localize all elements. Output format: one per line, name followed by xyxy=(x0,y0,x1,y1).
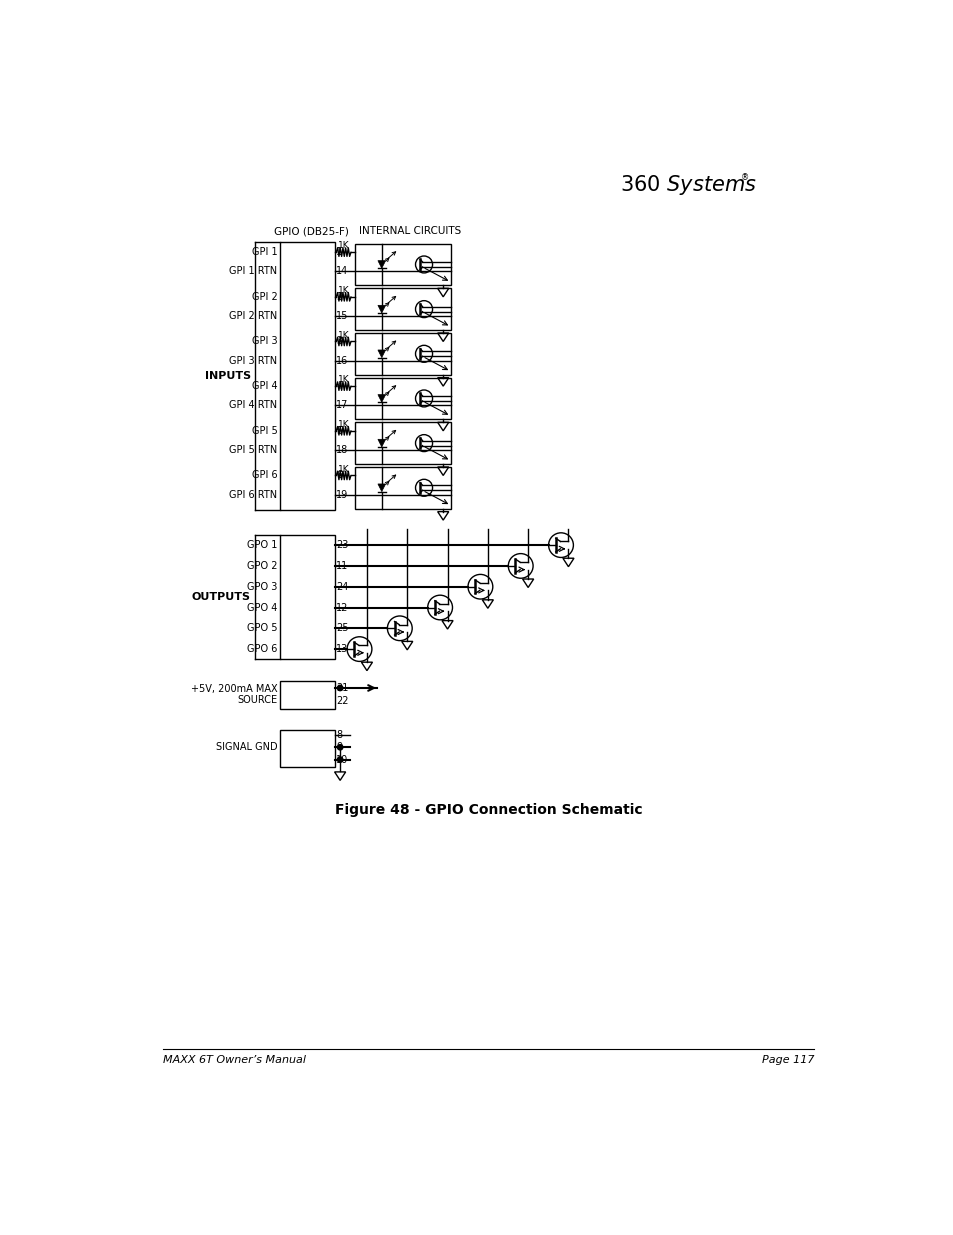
Bar xyxy=(355,333,451,374)
Text: GPO 6: GPO 6 xyxy=(247,645,277,655)
Text: GPO 4: GPO 4 xyxy=(247,603,277,613)
Text: GPI 6: GPI 6 xyxy=(252,471,277,480)
Text: GPO 5: GPO 5 xyxy=(247,624,277,634)
Text: MAXX 6T Owner’s Manual: MAXX 6T Owner’s Manual xyxy=(163,1055,306,1065)
Circle shape xyxy=(337,685,342,690)
Bar xyxy=(280,242,335,510)
Text: GPO 2: GPO 2 xyxy=(247,561,277,571)
Circle shape xyxy=(337,745,342,750)
Text: $\mathit{360\ Systems}$: $\mathit{360\ Systems}$ xyxy=(619,173,757,198)
Text: GPI 1: GPI 1 xyxy=(252,247,277,257)
Text: 4: 4 xyxy=(335,382,342,391)
Text: 1: 1 xyxy=(335,247,342,257)
Text: 9: 9 xyxy=(335,742,342,752)
Polygon shape xyxy=(377,484,385,492)
Text: 22: 22 xyxy=(335,697,349,706)
Text: 24: 24 xyxy=(335,582,348,592)
Text: 14: 14 xyxy=(335,267,348,277)
Text: GPO 1: GPO 1 xyxy=(247,540,277,550)
Text: 17: 17 xyxy=(335,400,348,410)
Bar xyxy=(280,535,335,659)
Text: INPUTS: INPUTS xyxy=(205,372,251,382)
Text: GPI 2: GPI 2 xyxy=(252,291,277,301)
Text: SIGNAL GND: SIGNAL GND xyxy=(215,742,277,752)
Text: 15: 15 xyxy=(335,311,348,321)
Text: GPI 3 RTN: GPI 3 RTN xyxy=(229,356,277,366)
Polygon shape xyxy=(377,350,385,358)
Text: 23: 23 xyxy=(335,540,348,550)
Text: GPI 2 RTN: GPI 2 RTN xyxy=(229,311,277,321)
Bar xyxy=(280,680,335,709)
Text: 8: 8 xyxy=(335,730,342,740)
Text: INTERNAL CIRCUITS: INTERNAL CIRCUITS xyxy=(358,226,460,236)
Text: GPO 3: GPO 3 xyxy=(247,582,277,592)
Text: 1K: 1K xyxy=(337,287,349,295)
Text: 11: 11 xyxy=(335,561,348,571)
Polygon shape xyxy=(377,395,385,403)
Text: GPIO (DB25-F): GPIO (DB25-F) xyxy=(274,226,349,236)
Circle shape xyxy=(337,757,342,762)
Text: 18: 18 xyxy=(335,445,348,454)
Text: 1K: 1K xyxy=(337,420,349,429)
Text: GPI 4: GPI 4 xyxy=(252,382,277,391)
Text: 19: 19 xyxy=(335,490,348,500)
Text: 1K: 1K xyxy=(337,375,349,384)
Text: 1K: 1K xyxy=(337,464,349,474)
Text: 12: 12 xyxy=(335,603,348,613)
Text: 3: 3 xyxy=(335,336,342,347)
Text: OUTPUTS: OUTPUTS xyxy=(192,592,251,603)
Text: 1K: 1K xyxy=(337,331,349,340)
Text: GPI 5: GPI 5 xyxy=(252,426,277,436)
Text: ®: ® xyxy=(740,173,749,182)
Text: GPI 6 RTN: GPI 6 RTN xyxy=(229,490,277,500)
Bar xyxy=(355,288,451,330)
Text: 6: 6 xyxy=(335,471,342,480)
Polygon shape xyxy=(377,261,385,268)
Text: 2: 2 xyxy=(335,291,342,301)
Text: 25: 25 xyxy=(335,624,349,634)
Bar xyxy=(355,467,451,509)
Bar xyxy=(280,730,335,767)
Bar xyxy=(355,378,451,419)
Text: Figure 48 - GPIO Connection Schematic: Figure 48 - GPIO Connection Schematic xyxy=(335,803,642,816)
Text: GPI 5 RTN: GPI 5 RTN xyxy=(229,445,277,454)
Text: +5V, 200mA MAX
SOURCE: +5V, 200mA MAX SOURCE xyxy=(191,684,277,705)
Polygon shape xyxy=(377,305,385,312)
Text: 5: 5 xyxy=(335,426,342,436)
Text: GPI 3: GPI 3 xyxy=(252,336,277,347)
Text: Page 117: Page 117 xyxy=(761,1055,814,1065)
Text: GPI 1 RTN: GPI 1 RTN xyxy=(229,267,277,277)
Bar xyxy=(355,422,451,464)
Text: 1K: 1K xyxy=(337,242,349,251)
Bar xyxy=(355,243,451,285)
Text: 16: 16 xyxy=(335,356,348,366)
Text: GPI 4 RTN: GPI 4 RTN xyxy=(229,400,277,410)
Text: 13: 13 xyxy=(335,645,348,655)
Text: 21: 21 xyxy=(335,683,348,693)
Text: 10: 10 xyxy=(335,755,348,764)
Polygon shape xyxy=(377,440,385,447)
